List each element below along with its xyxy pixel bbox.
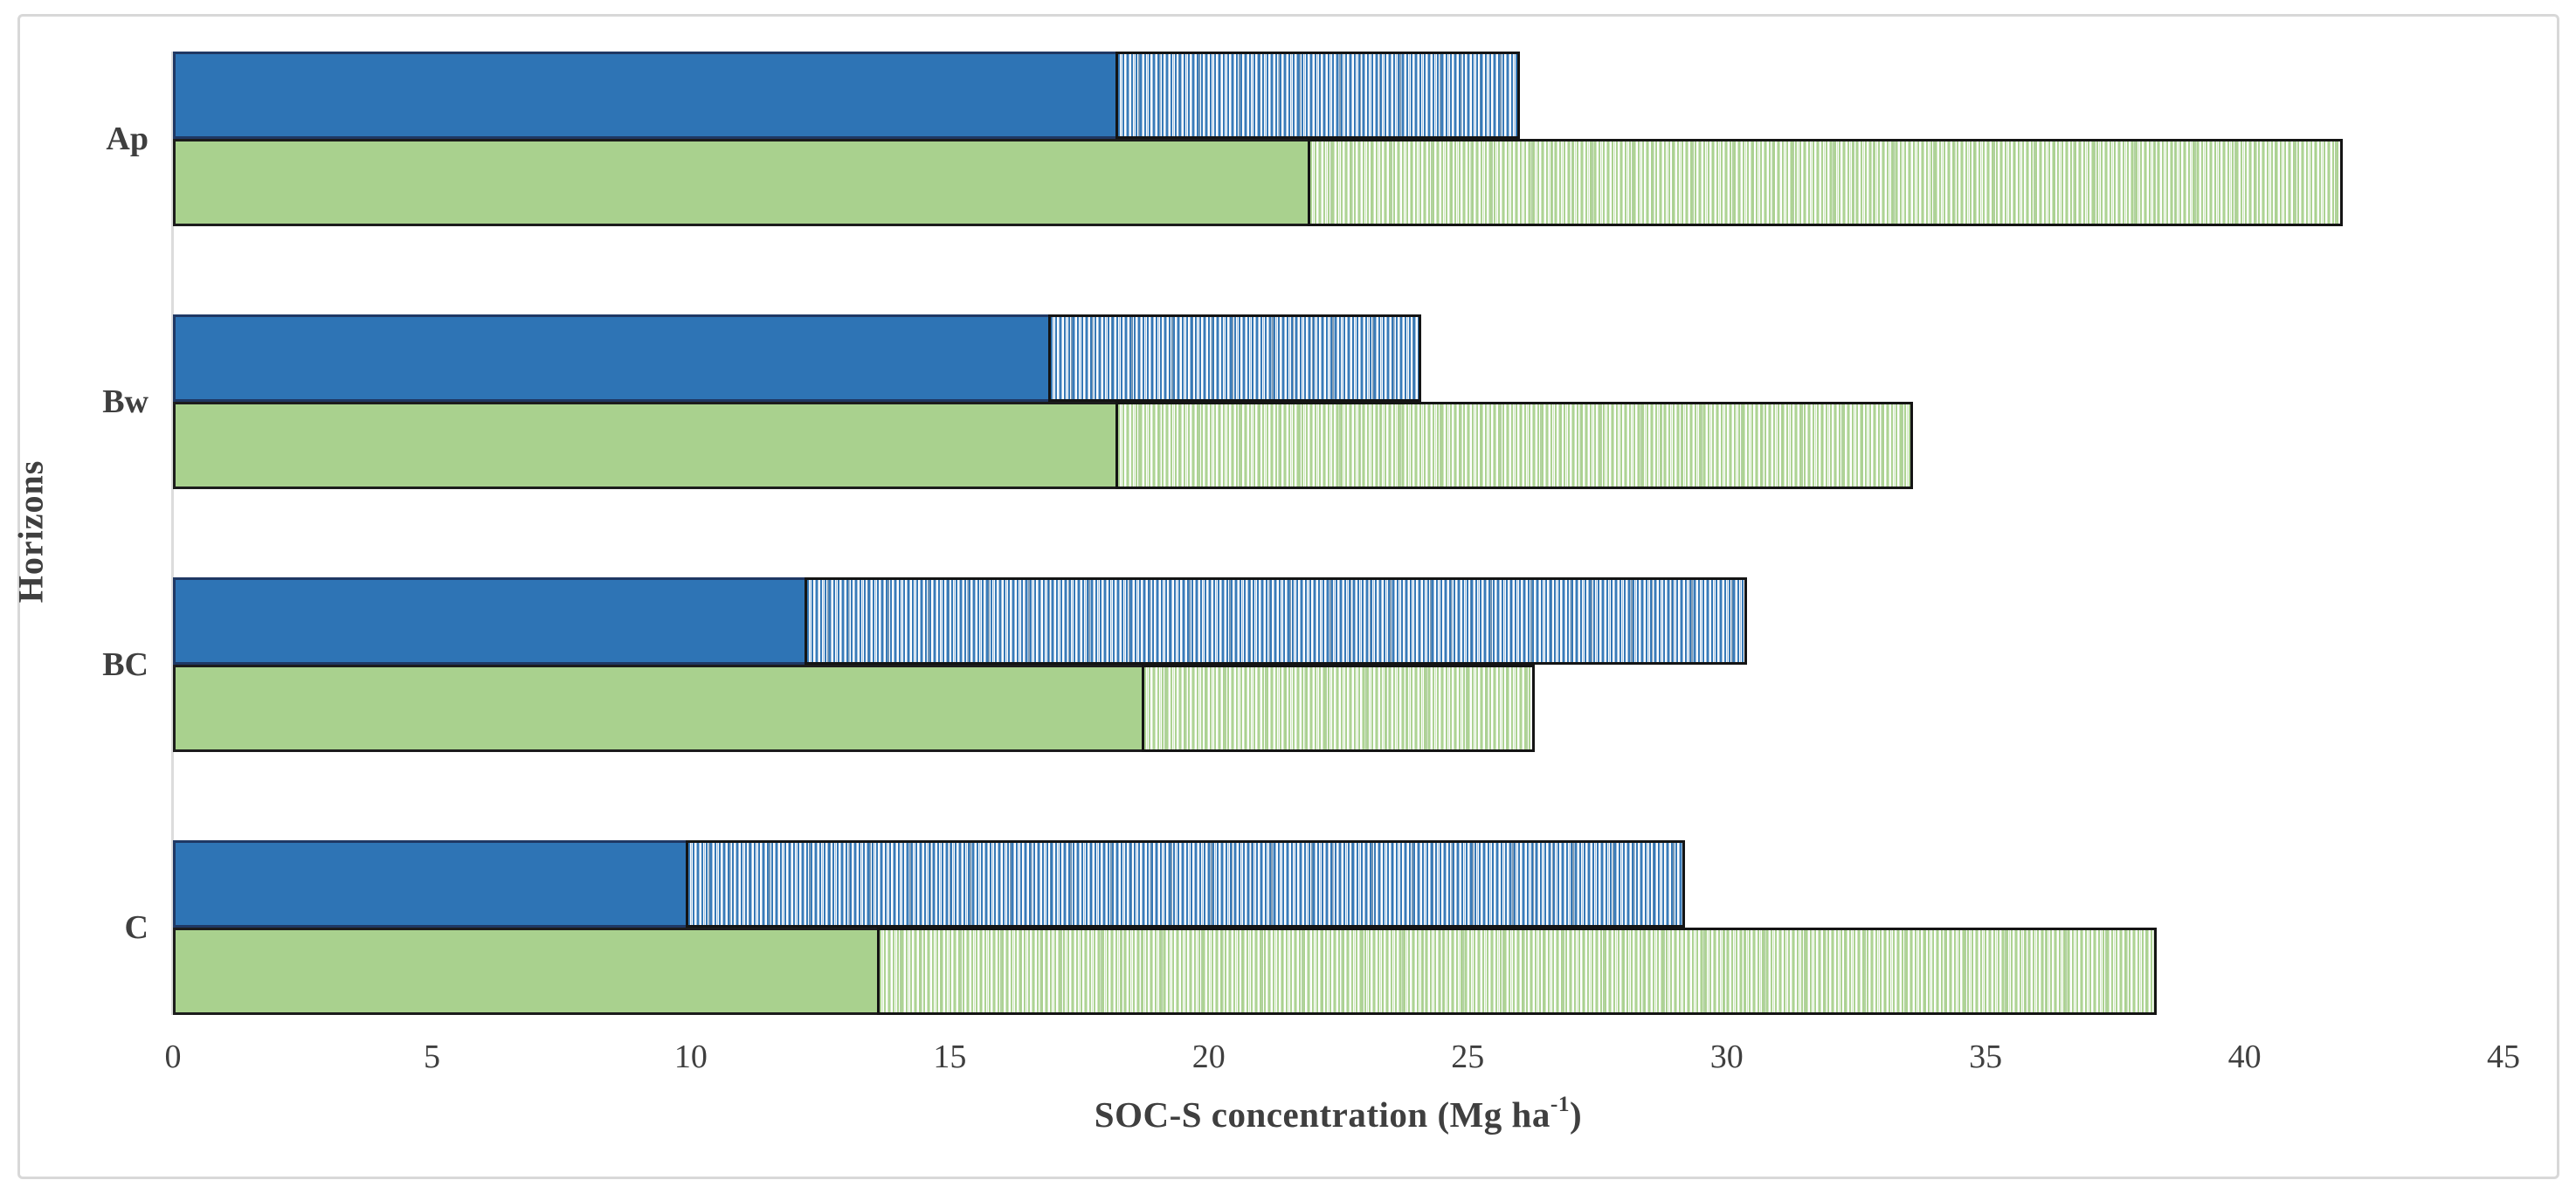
green-pattern-segment (1141, 665, 1536, 752)
green-bar-Ap (173, 139, 2344, 226)
x-axis-title-close: ) (1570, 1094, 1583, 1135)
blue-solid-segment (173, 52, 1116, 139)
blue-pattern-segment (1115, 52, 1520, 139)
blue-solid-segment (173, 840, 686, 928)
blue-bar-Bw (173, 314, 1421, 402)
green-pattern-segment (1115, 402, 1914, 489)
green-pattern-segment (1307, 139, 2344, 226)
category-axis-line (171, 52, 174, 1015)
green-solid-segment (173, 139, 1308, 226)
y-axis-title: Horizons (10, 459, 51, 604)
x-tick-label-0: 0 (164, 1039, 182, 1075)
y-category-label-BC: BC (102, 646, 148, 683)
green-pattern-segment (877, 928, 2157, 1015)
green-solid-segment (173, 402, 1116, 489)
x-tick-label-10: 10 (673, 1039, 708, 1075)
x-axis-title-text: SOC-S concentration (Mg ha (1094, 1094, 1550, 1135)
y-category-label-Ap: Ap (106, 121, 148, 157)
y-category-label-Bw: Bw (102, 383, 148, 420)
blue-pattern-segment (686, 840, 1686, 928)
x-tick-label-35: 35 (1969, 1039, 2003, 1075)
x-tick-label-45: 45 (2487, 1039, 2521, 1075)
blue-bar-C (173, 840, 1686, 928)
green-bar-Bw (173, 402, 1914, 489)
green-bar-C (173, 928, 2157, 1015)
green-solid-segment (173, 665, 1142, 752)
x-tick-label-40: 40 (2227, 1039, 2262, 1075)
green-bar-BC (173, 665, 1536, 752)
green-solid-segment (173, 928, 878, 1015)
y-category-label-C: C (124, 909, 148, 946)
blue-bar-BC (173, 577, 1748, 665)
x-axis-title: SOC-S concentration (Mg ha-1) (0, 1091, 2576, 1135)
blue-pattern-segment (1048, 314, 1421, 402)
blue-bar-Ap (173, 52, 1520, 139)
x-tick-label-5: 5 (423, 1039, 440, 1075)
x-tick-label-20: 20 (1191, 1039, 1226, 1075)
x-tick-label-15: 15 (933, 1039, 967, 1075)
x-axis-title-superscript: -1 (1550, 1091, 1571, 1116)
blue-pattern-segment (805, 577, 1748, 665)
blue-solid-segment (173, 577, 805, 665)
x-tick-label-25: 25 (1451, 1039, 1485, 1075)
blue-solid-segment (173, 314, 1048, 402)
x-tick-label-30: 30 (1709, 1039, 1744, 1075)
